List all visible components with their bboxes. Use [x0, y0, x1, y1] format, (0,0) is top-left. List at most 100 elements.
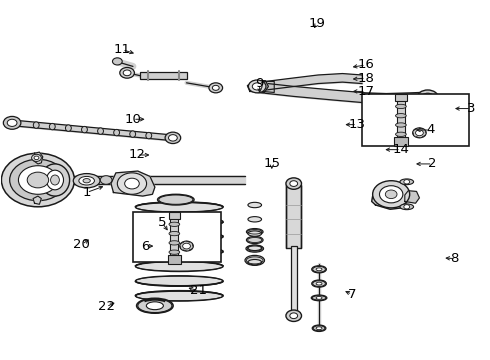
Ellipse shape [316, 327, 322, 330]
Ellipse shape [245, 255, 265, 265]
Bar [133, 212, 220, 262]
Text: 7: 7 [348, 288, 356, 301]
Ellipse shape [83, 179, 90, 183]
Ellipse shape [395, 132, 406, 136]
Bar [362, 94, 469, 146]
Ellipse shape [135, 291, 223, 301]
Bar [140, 72, 187, 79]
Ellipse shape [246, 229, 263, 235]
Ellipse shape [169, 241, 180, 245]
Circle shape [19, 166, 57, 194]
Circle shape [1, 153, 74, 207]
Ellipse shape [312, 266, 326, 273]
Text: 2: 2 [428, 157, 437, 170]
Circle shape [286, 178, 301, 189]
Circle shape [421, 93, 434, 103]
Ellipse shape [147, 302, 163, 310]
Ellipse shape [146, 132, 152, 139]
Text: 5: 5 [158, 216, 167, 229]
Ellipse shape [248, 245, 262, 251]
Circle shape [416, 130, 423, 136]
Ellipse shape [47, 170, 64, 190]
Ellipse shape [248, 217, 262, 222]
Polygon shape [33, 152, 43, 164]
Ellipse shape [135, 246, 223, 257]
Ellipse shape [135, 261, 223, 271]
Circle shape [252, 83, 262, 90]
Ellipse shape [395, 113, 406, 118]
Ellipse shape [311, 295, 327, 301]
Circle shape [27, 172, 49, 188]
Circle shape [7, 119, 17, 126]
Ellipse shape [248, 202, 262, 208]
Circle shape [31, 154, 41, 161]
Bar [395, 94, 407, 101]
Circle shape [290, 181, 297, 186]
Circle shape [10, 159, 66, 201]
Text: 9: 9 [255, 77, 264, 90]
Ellipse shape [98, 128, 103, 134]
Text: 21: 21 [190, 284, 207, 297]
Circle shape [3, 116, 21, 129]
Polygon shape [372, 185, 407, 209]
Ellipse shape [169, 222, 180, 226]
Circle shape [180, 241, 194, 251]
Ellipse shape [248, 231, 262, 236]
Ellipse shape [395, 123, 406, 127]
Text: 14: 14 [392, 143, 409, 156]
Text: 12: 12 [128, 148, 146, 162]
Circle shape [124, 178, 139, 189]
Ellipse shape [316, 268, 322, 271]
Ellipse shape [73, 174, 100, 188]
Ellipse shape [158, 194, 194, 205]
Circle shape [209, 83, 222, 93]
Text: 19: 19 [309, 17, 325, 30]
Bar [171, 217, 178, 257]
Text: 13: 13 [348, 118, 366, 131]
Circle shape [120, 67, 134, 78]
Bar [397, 100, 405, 139]
Ellipse shape [135, 276, 223, 286]
Text: 20: 20 [74, 238, 90, 251]
Ellipse shape [79, 176, 95, 185]
Bar [291, 246, 296, 314]
Ellipse shape [33, 122, 39, 128]
Circle shape [212, 85, 219, 90]
Ellipse shape [81, 126, 87, 133]
Circle shape [123, 70, 131, 76]
Circle shape [417, 90, 439, 106]
Text: 10: 10 [124, 113, 142, 126]
Bar [168, 255, 181, 264]
Ellipse shape [135, 216, 223, 227]
Polygon shape [111, 171, 155, 196]
Polygon shape [33, 196, 41, 204]
Circle shape [117, 173, 147, 194]
Ellipse shape [135, 202, 223, 212]
Ellipse shape [246, 237, 263, 244]
Ellipse shape [169, 231, 180, 236]
Ellipse shape [135, 231, 223, 242]
Bar [287, 185, 301, 248]
Ellipse shape [400, 204, 414, 210]
Circle shape [290, 313, 297, 319]
Circle shape [100, 176, 112, 184]
Ellipse shape [316, 296, 322, 299]
Circle shape [113, 58, 122, 65]
Text: 11: 11 [114, 43, 131, 56]
Circle shape [286, 310, 301, 321]
Text: 17: 17 [357, 85, 374, 98]
Circle shape [385, 190, 397, 199]
Ellipse shape [130, 131, 136, 137]
Ellipse shape [66, 125, 72, 131]
Ellipse shape [246, 245, 264, 252]
Ellipse shape [40, 164, 70, 196]
Bar [394, 137, 408, 146]
Ellipse shape [312, 280, 326, 287]
Text: 4: 4 [426, 123, 434, 136]
Ellipse shape [248, 260, 262, 265]
Polygon shape [247, 81, 269, 93]
Ellipse shape [169, 250, 180, 254]
Ellipse shape [50, 175, 59, 185]
Text: 8: 8 [450, 252, 459, 265]
Text: 22: 22 [98, 300, 115, 313]
